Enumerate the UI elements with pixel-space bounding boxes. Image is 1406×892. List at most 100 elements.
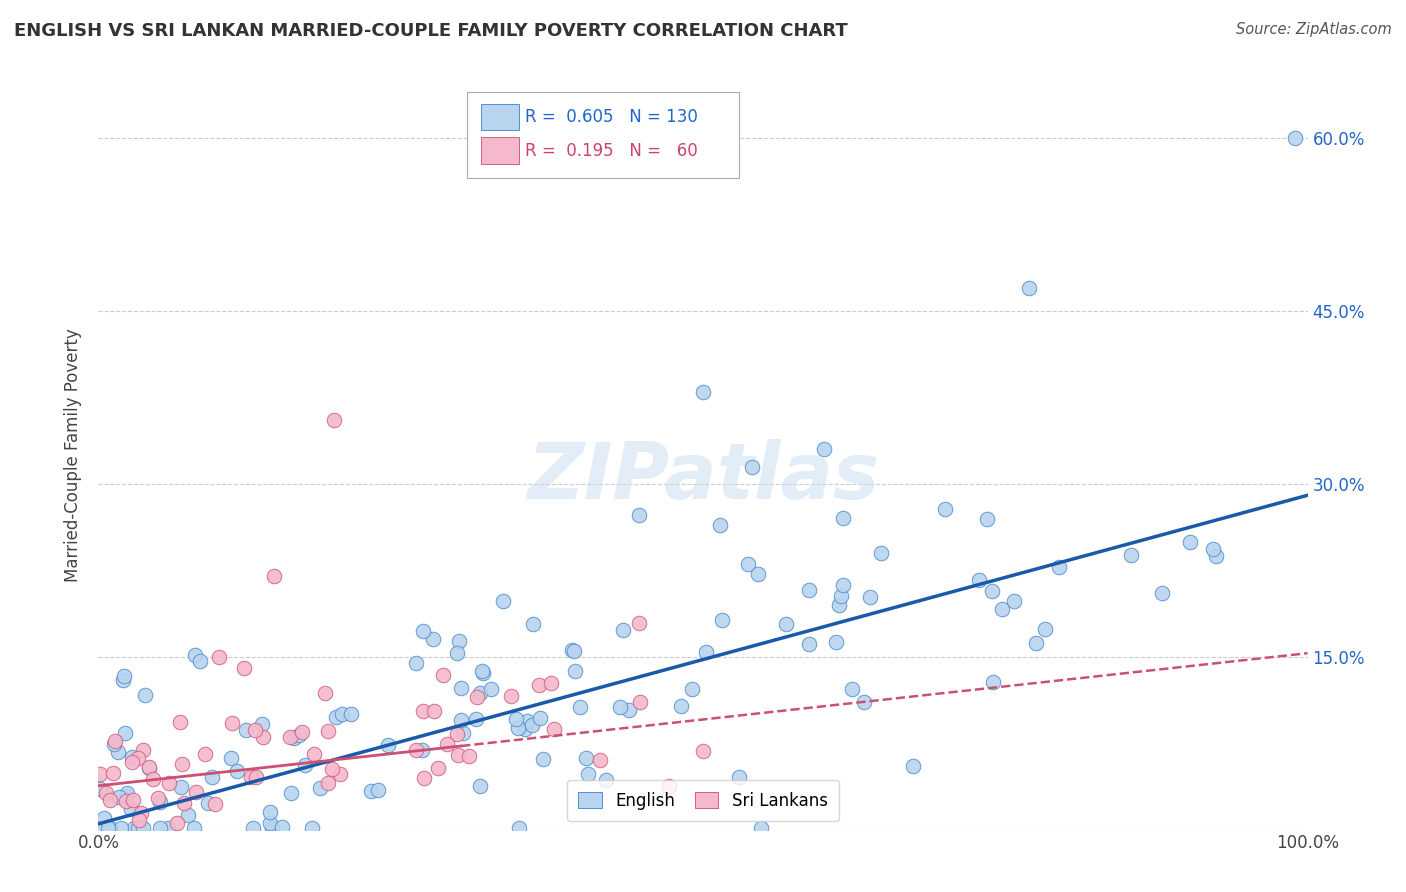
Point	[1002, 594, 1025, 608]
Point	[302, 747, 325, 761]
Point	[131, 743, 153, 757]
Point	[522, 616, 544, 631]
Point	[513, 723, 536, 737]
Point	[219, 751, 242, 765]
Legend: English, Sri Lankans: English, Sri Lankans	[567, 780, 839, 822]
Point	[114, 726, 136, 740]
Point	[170, 780, 193, 794]
Point	[692, 384, 714, 399]
FancyBboxPatch shape	[467, 92, 740, 178]
Point	[120, 802, 142, 816]
Point	[901, 758, 924, 772]
Point	[103, 737, 125, 751]
Point	[841, 682, 863, 697]
Point	[450, 681, 472, 696]
Point	[737, 557, 759, 571]
Point	[617, 703, 640, 717]
Point	[832, 511, 855, 525]
Point	[710, 613, 733, 627]
Point	[117, 789, 139, 803]
Point	[243, 723, 266, 737]
Point	[208, 649, 231, 664]
Point	[316, 724, 339, 739]
Text: R =  0.605   N = 130: R = 0.605 N = 130	[526, 108, 699, 126]
Point	[658, 779, 681, 793]
Text: ENGLISH VS SRI LANKAN MARRIED-COUPLE FAMILY POVERTY CORRELATION CHART: ENGLISH VS SRI LANKAN MARRIED-COUPLE FAM…	[14, 22, 848, 40]
Point	[245, 770, 267, 784]
Point	[709, 517, 731, 532]
Point	[91, 822, 114, 836]
Point	[465, 690, 488, 705]
Point	[465, 712, 488, 726]
Point	[575, 751, 598, 765]
Point	[252, 717, 274, 731]
Point	[859, 590, 882, 604]
Point	[492, 593, 515, 607]
Point	[569, 699, 592, 714]
Point	[576, 766, 599, 780]
Point	[1284, 131, 1306, 145]
Point	[360, 783, 382, 797]
Point	[695, 645, 717, 659]
Point	[176, 807, 198, 822]
Point	[728, 770, 751, 784]
Point	[412, 624, 434, 638]
Point	[184, 784, 207, 798]
Point	[595, 772, 617, 787]
Point	[813, 442, 835, 457]
Point	[271, 820, 294, 834]
Point	[413, 772, 436, 786]
Point	[450, 713, 472, 727]
Point	[1178, 535, 1201, 549]
Point	[506, 721, 529, 735]
Point	[458, 748, 481, 763]
Point	[134, 689, 156, 703]
Point	[166, 815, 188, 830]
Point	[797, 637, 820, 651]
Point	[340, 706, 363, 721]
Point	[294, 758, 316, 772]
Point	[115, 794, 138, 808]
Point	[323, 413, 346, 427]
Point	[831, 578, 853, 592]
Point	[225, 764, 247, 779]
Point	[451, 726, 474, 740]
Point	[449, 634, 471, 648]
Point	[283, 731, 305, 745]
Point	[564, 664, 586, 678]
Point	[260, 822, 283, 836]
Point	[508, 822, 530, 836]
Point	[321, 762, 343, 776]
Point	[240, 770, 263, 784]
Point	[976, 512, 998, 526]
Point	[934, 502, 956, 516]
Point	[221, 715, 243, 730]
Point	[436, 737, 458, 751]
Point	[301, 822, 323, 836]
Point	[692, 744, 714, 758]
Point	[1033, 622, 1056, 636]
Text: Source: ZipAtlas.com: Source: ZipAtlas.com	[1236, 22, 1392, 37]
Point	[121, 793, 143, 807]
Point	[309, 781, 332, 796]
Point	[1121, 548, 1143, 562]
Point	[446, 646, 468, 660]
FancyBboxPatch shape	[481, 137, 519, 164]
Point	[470, 686, 492, 700]
Point	[259, 815, 281, 830]
Point	[612, 623, 634, 637]
Point	[1025, 636, 1047, 650]
Point	[325, 710, 347, 724]
Point	[157, 775, 180, 789]
Point	[446, 726, 468, 740]
Point	[775, 617, 797, 632]
Point	[280, 786, 302, 800]
Point	[329, 767, 352, 781]
Point	[314, 686, 336, 700]
Point	[1202, 542, 1225, 557]
Point	[89, 767, 111, 781]
Point	[411, 743, 433, 757]
Point	[96, 786, 118, 800]
Point	[93, 811, 115, 825]
Point	[561, 642, 583, 657]
